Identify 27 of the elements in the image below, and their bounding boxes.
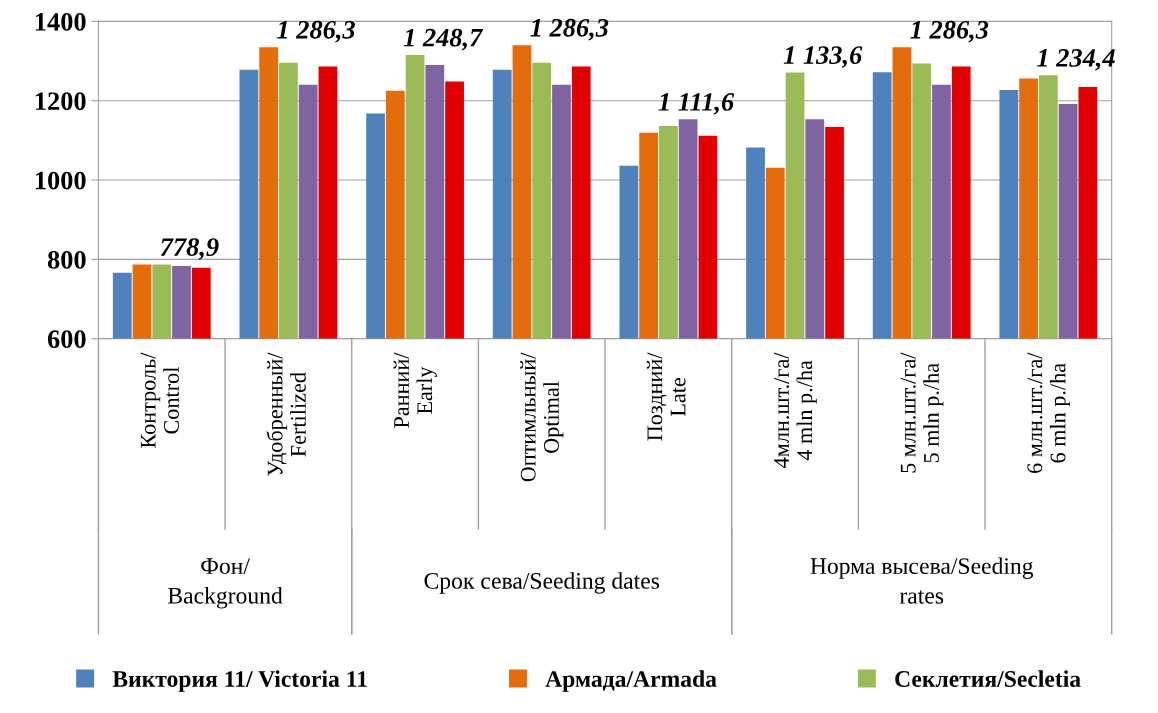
x-tick-label: Поздний/ Late: [646, 352, 686, 441]
data-label: 1 286,3: [277, 20, 355, 43]
text: Фон/ Background: [168, 558, 283, 609]
data-label: 1 286,3: [530, 18, 609, 41]
y-tick-label: 1200: [35, 92, 86, 111]
x-tick-label: Удобренный/ Fertilized: [266, 352, 306, 476]
text: Норма высева/Seeding rates: [810, 557, 1034, 604]
x-tick-label: Оптимльный/ Optimal: [520, 352, 564, 482]
data-label: 1 133,6: [783, 46, 863, 68]
x-tick-label: 6 млн.шт./га/ 6 mln p./ha: [1027, 352, 1071, 473]
legend-label: Секлетия/Secletia: [895, 670, 1081, 687]
x-tick-label: 4млн.шт./га/ 4 mln p./ha: [774, 352, 817, 468]
x-tick-label: 5 млн.шт./га/ 5 mln p./ha: [900, 352, 944, 473]
legend-label: Армада/Armada: [545, 670, 717, 692]
x-tick-label: Контроль/ Control: [140, 352, 179, 448]
data-label: 1 248,7: [403, 28, 484, 51]
data-label: 1 111,6: [658, 93, 735, 115]
text: Срок сева/Seeding dates: [424, 572, 660, 594]
legend-label: Виктория 11/ Victoria 11: [112, 670, 367, 692]
y-tick-label: 600: [47, 330, 86, 349]
data-label: 778,9: [160, 238, 219, 260]
data-label: 1 286,3: [910, 20, 989, 43]
data-label: 1 234,4: [1037, 49, 1115, 71]
x-tick-label: Ранний/ Early: [393, 352, 437, 428]
y-tick-label: 1000: [35, 171, 86, 190]
y-tick-label: 800: [47, 250, 86, 269]
y-tick-label: 1400: [35, 13, 86, 31]
